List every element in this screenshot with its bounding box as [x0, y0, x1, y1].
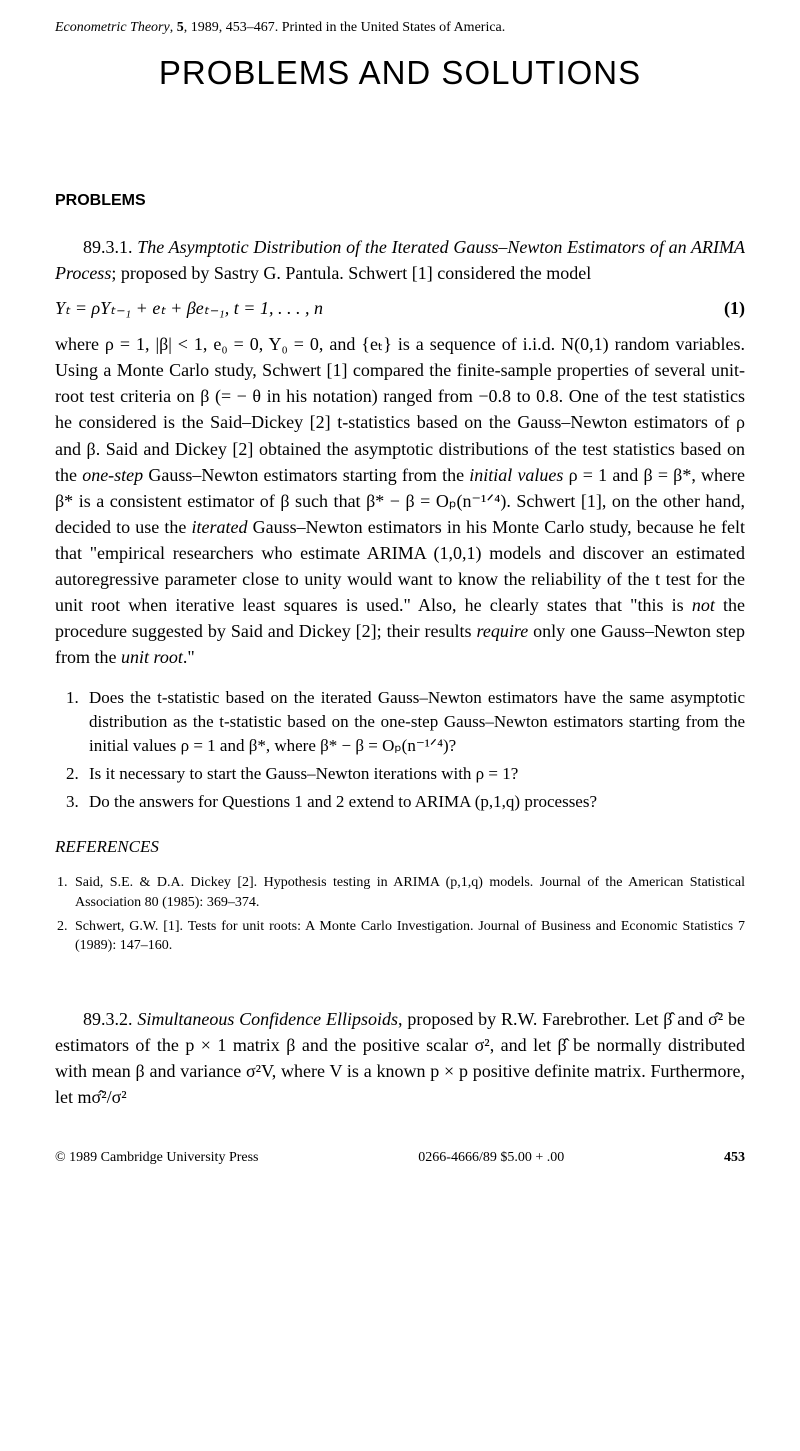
question-3: Do the answers for Questions 1 and 2 ext… — [83, 790, 745, 814]
copyright: © 1989 Cambridge University Press — [55, 1150, 259, 1166]
problem-intro: 89.3.1. The Asymptotic Distribution of t… — [55, 234, 745, 286]
equation-1: Yₜ = ρYₜ₋₁ + eₜ + βeₜ₋₁, t = 1, . . . , … — [55, 298, 745, 319]
problem-2-body: 89.3.2. Simultaneous Confidence Ellipsoi… — [55, 1006, 745, 1110]
volume: 5 — [177, 20, 184, 35]
main-title: PROBLEMS AND SOLUTIONS — [55, 54, 745, 92]
journal-name: Econometric Theory — [55, 20, 170, 35]
issn: 0266-4666/89 $5.00 + .00 — [418, 1150, 564, 1166]
references-heading: REFERENCES — [55, 837, 745, 857]
page-number: 453 — [724, 1150, 745, 1166]
reference-2: Schwert, G.W. [1]. Tests for unit roots:… — [71, 917, 745, 956]
references-list: Said, S.E. & D.A. Dickey [2]. Hypothesis… — [71, 873, 745, 955]
equation-content: Yₜ = ρYₜ₋₁ + eₜ + βeₜ₋₁, t = 1, . . . , … — [55, 298, 323, 319]
problem-2-title: Simultaneous Confidence Ellipsoids — [137, 1009, 398, 1029]
page-footer: © 1989 Cambridge University Press 0266-4… — [55, 1150, 745, 1166]
problem-body: where ρ = 1, |β| < 1, e₀ = 0, Y₀ = 0, an… — [55, 331, 745, 670]
questions-list: Does the t-statistic based on the iterat… — [83, 686, 745, 813]
problem-number: 89.3.1. — [83, 237, 133, 257]
problems-heading: PROBLEMS — [55, 192, 745, 210]
year: 1989 — [191, 20, 219, 35]
reference-1: Said, S.E. & D.A. Dickey [2]. Hypothesis… — [71, 873, 745, 912]
question-2: Is it necessary to start the Gauss–Newto… — [83, 762, 745, 786]
proposer-text: ; proposed by Sastry G. Pantula. Schwert… — [111, 263, 591, 283]
equation-number: (1) — [724, 298, 745, 319]
problem-2-number: 89.3.2. — [83, 1009, 133, 1029]
printed-note: Printed in the United States of America. — [282, 20, 506, 35]
journal-header: Econometric Theory, 5, 1989, 453–467. Pr… — [55, 20, 745, 36]
question-1: Does the t-statistic based on the iterat… — [83, 686, 745, 757]
pages: 453–467 — [226, 20, 275, 35]
